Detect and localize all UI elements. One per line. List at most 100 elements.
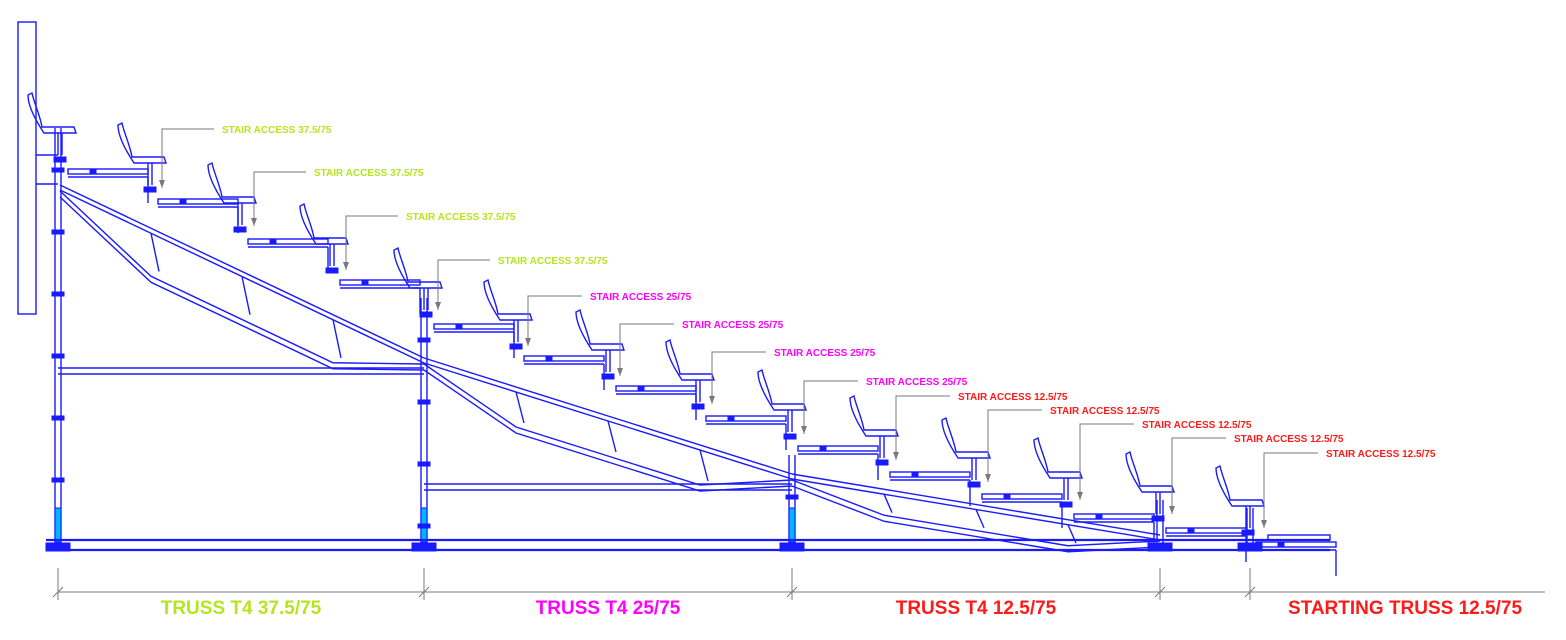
truss-structure (17, 21, 1330, 553)
truss-web (332, 319, 342, 359)
stair-access-callout: STAIR ACCESS 25/75 (590, 292, 692, 303)
step-platform (433, 323, 515, 330)
seat-shell (1033, 436, 1083, 479)
step-platform (615, 385, 697, 392)
seat-bracket (1151, 515, 1165, 522)
step-platform (797, 445, 879, 452)
post-clamp (51, 353, 65, 359)
post-clamp (51, 415, 65, 421)
post-clamp (417, 461, 431, 467)
truss-top-chord (791, 473, 1161, 536)
post-clamp (417, 337, 431, 343)
seat-shell (117, 121, 167, 164)
truss-web (699, 449, 709, 482)
dimension-slash (1244, 586, 1256, 598)
step-clip (727, 416, 735, 421)
post-clamp (417, 399, 431, 405)
post-clamp (51, 167, 65, 173)
seat-bracket (691, 403, 705, 410)
truss-web (883, 493, 893, 513)
post-clamp (51, 229, 65, 235)
seat-shell (1215, 464, 1265, 507)
seat-bracket (53, 156, 67, 163)
step-clip (455, 324, 463, 329)
truss-label: TRUSS T4 25/75 (536, 598, 681, 619)
step-platform (1073, 513, 1155, 520)
dimension-slash (786, 586, 798, 598)
truss-label: TRUSS T4 37.5/75 (161, 598, 322, 619)
leader-arrow (1169, 506, 1175, 514)
leader-arrow (801, 426, 807, 434)
step-clip (361, 280, 369, 285)
callout-leader (619, 323, 674, 376)
post-clamp (785, 494, 799, 500)
truss-web (607, 420, 617, 453)
landing-platform (1267, 534, 1331, 541)
stair-access-callout: STAIR ACCESS 12.5/75 (1142, 420, 1252, 431)
stair-access-callout: STAIR ACCESS 37.5/75 (314, 168, 424, 179)
stair-access-callout: STAIR ACCESS 25/75 (866, 377, 968, 388)
callout-leader (803, 380, 858, 434)
truss-top-chord (59, 184, 425, 359)
step-clip (1187, 528, 1195, 533)
seat-shell (27, 91, 77, 134)
leader-arrow (709, 396, 715, 404)
leader-arrow (1077, 492, 1083, 500)
callout-leader (1079, 423, 1134, 500)
leader-arrow (617, 368, 623, 376)
callout-leader (161, 128, 214, 188)
truss-bottom-chord (791, 485, 1161, 553)
step-clip (1095, 514, 1103, 519)
callout-leader (437, 259, 490, 310)
stair-access-callout: STAIR ACCESS 25/75 (682, 320, 784, 331)
step-platform (981, 493, 1063, 500)
truss-bottom-chord (59, 190, 425, 365)
callout-leader (1171, 437, 1226, 514)
step-platform (523, 355, 605, 362)
seat-shell (757, 368, 807, 411)
stair-access-callout: STAIR ACCESS 37.5/75 (222, 125, 332, 136)
seat-shell (849, 394, 899, 437)
step-platform (889, 471, 971, 478)
truss-label: TRUSS T4 12.5/75 (896, 598, 1057, 619)
leader-arrow (1261, 520, 1267, 528)
stair-access-callout: STAIR ACCESS 25/75 (774, 348, 876, 359)
truss-web (241, 276, 251, 315)
step-clip (89, 169, 97, 174)
leader-arrow (525, 338, 531, 346)
stair-access-callout: STAIR ACCESS 12.5/75 (1050, 406, 1160, 417)
step-clip (1003, 494, 1011, 499)
seat-bracket (509, 343, 523, 350)
seat-bracket (1059, 501, 1073, 508)
seat-bracket (1241, 529, 1255, 536)
step-clip (545, 356, 553, 361)
post-clamp (51, 291, 65, 297)
back-board (17, 21, 37, 315)
leader-arrow (343, 262, 349, 270)
post-clamp (417, 523, 431, 529)
seat-rows (27, 91, 1337, 576)
seat-shell (1125, 450, 1175, 493)
leader-arrow (159, 180, 165, 188)
seat-shell (575, 308, 625, 351)
stair-access-callout: STAIR ACCESS 37.5/75 (406, 212, 516, 223)
screw-jack (788, 507, 796, 543)
truss-bottom-chord (791, 479, 1161, 547)
seat-bracket (601, 373, 615, 380)
leader-arrow (435, 302, 441, 310)
seat-bracket (143, 186, 157, 193)
stair-access-callout: STAIR ACCESS 12.5/75 (958, 392, 1068, 403)
leader-arrow (893, 452, 899, 460)
truss-label: STARTING TRUSS 12.5/75 (1288, 598, 1522, 619)
callout-leader (895, 395, 950, 460)
step-platform (67, 168, 149, 175)
truss-bottom-chord (59, 196, 425, 371)
text-labels: STAIR ACCESS 37.5/75 STAIR ACCESS 37.5/75… (161, 125, 1523, 619)
callout-leader (987, 409, 1042, 482)
seat-shell (483, 278, 533, 321)
post-clamp (51, 477, 65, 483)
seat-bracket (783, 433, 797, 440)
step-clip (179, 199, 187, 204)
seat-bracket (325, 267, 339, 274)
stair-access-callout: STAIR ACCESS 12.5/75 (1234, 434, 1344, 445)
